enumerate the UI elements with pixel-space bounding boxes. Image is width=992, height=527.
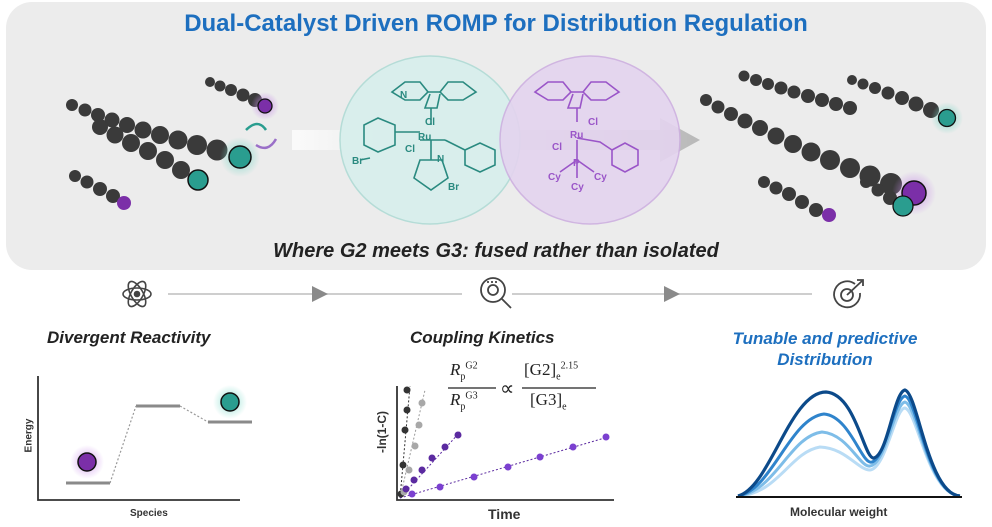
svg-text:Ru: Ru: [418, 132, 431, 143]
svg-text:Br: Br: [352, 156, 363, 167]
svg-text:Ru: Ru: [570, 130, 583, 141]
equation-lhs-numerator: RpG2: [450, 360, 478, 383]
points-g3: [408, 433, 610, 498]
right-chain-2: [738, 70, 857, 115]
svg-text:Cl: Cl: [588, 117, 598, 128]
points-mixed: [402, 431, 462, 493]
svg-text:Cy: Cy: [571, 182, 584, 193]
catalyst-g2-structure: [359, 81, 496, 191]
purple-end-group: [77, 452, 97, 472]
svg-text:N: N: [400, 90, 407, 101]
teal-end-group: [220, 392, 240, 412]
svg-text:N: N: [437, 154, 444, 165]
points-g2-g3: [400, 399, 426, 496]
heading-coupling-kinetics: Coupling Kinetics: [410, 328, 555, 347]
svg-text:Cl: Cl: [552, 142, 562, 153]
svg-text:Br: Br: [448, 182, 459, 193]
right-chain-1: [700, 94, 936, 215]
right-chain-3: [847, 75, 963, 134]
molecular-weight-label: Molecular weight: [790, 505, 888, 519]
timeline-arrow-1: [312, 286, 328, 302]
target-arrow-icon: [833, 279, 864, 309]
species-axis-label: Species: [130, 508, 168, 519]
diagram-title: Dual-Catalyst Driven ROMP for Distributi…: [184, 10, 808, 37]
catalyst-g3-structure: [533, 81, 639, 178]
catalyst-g2-atoms: Cl Ru Cl N N Br Br: [352, 90, 459, 193]
kinetics-axes: [396, 386, 614, 501]
left-chain-4: [69, 170, 131, 210]
timeline-arrow-2: [664, 286, 680, 302]
points-g2: [397, 386, 411, 498]
magnifier-gear-icon: [480, 277, 512, 309]
left-chain-1: [66, 99, 260, 177]
svg-text:P: P: [573, 158, 580, 169]
equation-rhs-denominator: [G3]e: [530, 390, 567, 413]
fit-line-g2: [399, 385, 411, 499]
fit-line-g2-g3: [399, 389, 426, 499]
fit-line-mixed: [399, 431, 461, 499]
energy-axes: [37, 376, 240, 501]
atom-icon: [122, 280, 152, 308]
equation-lhs-denominator: RpG3: [450, 390, 478, 413]
left-chain-3: [205, 77, 279, 120]
right-chain-4: [758, 176, 836, 222]
subtitle: Where G2 meets G3: fused rather than iso…: [273, 240, 719, 262]
right-chain-5: [860, 176, 914, 217]
distribution-curve-1: [737, 388, 961, 498]
svg-text:Cy: Cy: [594, 172, 607, 183]
equation-rhs-numerator: [G2]e2.15: [524, 360, 579, 383]
heading-divergent-reactivity: Divergent Reactivity: [47, 328, 211, 347]
catalyst-g3-atoms: Cl Ru Cl P Cy Cy Cy: [548, 117, 607, 193]
left-chain-2: [92, 119, 209, 191]
kinetics-x-label: Time: [488, 506, 521, 522]
exchange-arrow-icon: [245, 122, 268, 131]
svg-text:Cl: Cl: [425, 117, 435, 128]
heading-tunable-distribution: Tunable and predictive Distribution: [732, 329, 918, 369]
svg-text:Cl: Cl: [405, 144, 415, 155]
equation-proportional: ∝: [500, 378, 515, 400]
svg-text:Cy: Cy: [548, 172, 561, 183]
